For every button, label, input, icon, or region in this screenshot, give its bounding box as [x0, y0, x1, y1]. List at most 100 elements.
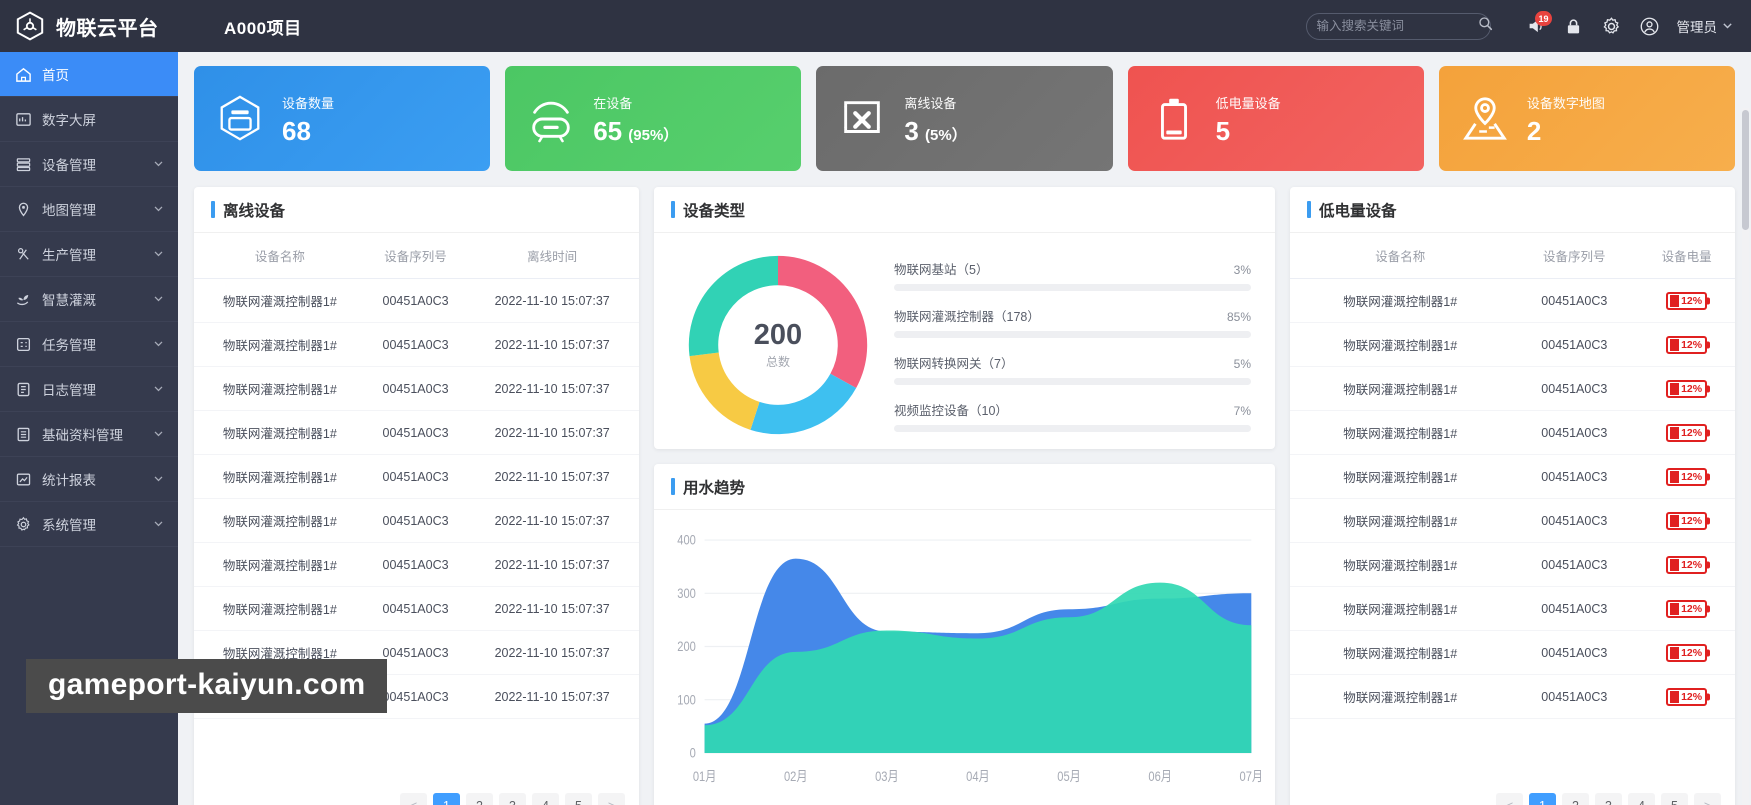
- pagination-prev[interactable]: <: [400, 792, 427, 805]
- pagination-page-5[interactable]: 5: [1661, 792, 1688, 805]
- stat-card-4[interactable]: 设备数字地图 2: [1438, 66, 1736, 171]
- sidebar-item-10[interactable]: 系统管理: [0, 502, 178, 547]
- cell-0: 物联网灌溉控制器1#: [194, 586, 366, 631]
- low-battery-table-scroll[interactable]: 设备名称 设备序列号 设备电量 物联网灌溉控制器1# 00451A0C3 12% 物联网灌…: [1290, 233, 1735, 785]
- trend-chart-area[interactable]: 0 100 200 300 400 01月 02月 03月 04月 05月 06月 07月: [654, 510, 1275, 800]
- stat-card-2[interactable]: 离线设备 3 (5%）: [816, 66, 1113, 171]
- lock-icon[interactable]: [1555, 6, 1593, 46]
- gear-icon[interactable]: [1593, 6, 1631, 46]
- table-row[interactable]: 物联网灌溉控制器1# 00451A0C3 12%: [1290, 322, 1735, 367]
- cell-0: 物联网灌溉控制器1#: [194, 410, 366, 455]
- chevron-down-icon[interactable]: [153, 382, 164, 397]
- search-input[interactable]: [1316, 19, 1478, 33]
- stat-card-label: 在设备: [593, 96, 633, 111]
- sidebar-item-0[interactable]: 首页: [0, 52, 178, 97]
- sidebar-item-6[interactable]: 任务管理: [0, 322, 178, 367]
- stat-card-0[interactable]: 设备数量 68: [194, 66, 491, 171]
- scrollbar-thumb[interactable]: [1742, 110, 1749, 230]
- cell-0: 物联网灌溉控制器1#: [1290, 322, 1511, 367]
- pagination-page-2[interactable]: 2: [466, 792, 493, 805]
- table-row[interactable]: 物联网灌溉控制器1# 00451A0C3 12%: [1290, 498, 1735, 543]
- sidebar-item-1[interactable]: 数字大屏: [0, 97, 178, 142]
- chevron-down-icon[interactable]: [153, 292, 164, 307]
- stat-card-3[interactable]: 低电量设备 5: [1127, 66, 1424, 171]
- page-scrollbar[interactable]: [1742, 108, 1749, 805]
- pagination-page-2[interactable]: 2: [1562, 792, 1589, 805]
- pagination-page-1[interactable]: 1: [433, 792, 460, 805]
- chevron-down-icon[interactable]: [153, 517, 164, 532]
- search-box[interactable]: [1305, 12, 1493, 40]
- sidebar-item-7[interactable]: 日志管理: [0, 367, 178, 412]
- legend-percent: 3%: [1233, 262, 1251, 277]
- offline-screen-icon: [836, 93, 888, 145]
- accent-bar: [1307, 201, 1311, 218]
- user-avatar-icon[interactable]: [1631, 6, 1669, 46]
- table-header-row: 设备名称 设备序列号 设备电量: [1290, 233, 1735, 279]
- pagination-next[interactable]: >: [598, 792, 625, 805]
- table-row[interactable]: 物联网灌溉控制器1# 00451A0C3 12%: [1290, 542, 1735, 587]
- y-tick-0: 0: [690, 746, 696, 761]
- sidebar-item-2[interactable]: 设备管理: [0, 142, 178, 187]
- stat-card-label: 离线设备: [904, 96, 957, 111]
- pagination-page-1[interactable]: 1: [1529, 792, 1556, 805]
- legend-row-2[interactable]: 物联网转换网关（7） 5%: [894, 353, 1251, 385]
- sidebar-item-9[interactable]: 统计报表: [0, 457, 178, 502]
- stat-card-1[interactable]: 在设备 65 (95%）: [505, 66, 802, 171]
- chevron-down-icon[interactable]: [153, 337, 164, 352]
- table-row[interactable]: 物联网灌溉控制器1# 00451A0C3 12%: [1290, 674, 1735, 719]
- area-series-1[interactable]: [704, 582, 1252, 753]
- sidebar-item-8[interactable]: 基础资料管理: [0, 412, 178, 457]
- brand[interactable]: 物联云平台: [0, 10, 178, 42]
- pagination-page-5[interactable]: 5: [565, 792, 592, 805]
- table-row[interactable]: 物联网灌溉控制器1# 00451A0C3 12%: [1290, 278, 1735, 323]
- cell-0: 物联网灌溉控制器1#: [1290, 674, 1511, 719]
- table-row[interactable]: 物联网灌溉控制器1# 00451A0C3 12%: [1290, 366, 1735, 411]
- cell-0: 物联网灌溉控制器1#: [1290, 586, 1511, 631]
- user-menu[interactable]: 管理员: [1677, 16, 1734, 36]
- offline-table-scroll[interactable]: 设备名称 设备序列号 离线时间 物联网灌溉控制器1# 00451A0C3 2022-11…: [194, 233, 639, 785]
- table-row[interactable]: 物联网灌溉控制器1# 00451A0C3 12%: [1290, 410, 1735, 455]
- device-type-donut[interactable]: 200 总数: [680, 247, 876, 443]
- pagination-prev[interactable]: <: [1496, 792, 1523, 805]
- pagination-page-3[interactable]: 3: [1595, 792, 1622, 805]
- legend-row-0[interactable]: 物联网基站（5） 3%: [894, 259, 1251, 291]
- legend-row-3[interactable]: 视频监控设备（10） 7%: [894, 400, 1251, 432]
- sidebar-item-3[interactable]: 地图管理: [0, 187, 178, 232]
- column-header-1: 设备序列号: [1510, 233, 1639, 279]
- table-row[interactable]: 物联网灌溉控制器1# 00451A0C3 12%: [1290, 586, 1735, 631]
- sidebar-item-4[interactable]: 生产管理: [0, 232, 178, 277]
- donut-slice-2[interactable]: [689, 351, 761, 430]
- chevron-down-icon[interactable]: [153, 247, 164, 262]
- chevron-down-icon[interactable]: [153, 157, 164, 172]
- search-icon[interactable]: [1478, 16, 1493, 36]
- donut-slice-3[interactable]: [688, 255, 779, 357]
- sidebar-item-5[interactable]: 智慧灌溉: [0, 277, 178, 322]
- pagination-page-4[interactable]: 4: [532, 792, 559, 805]
- legend-row-1[interactable]: 物联网灌溉控制器（178） 85%: [894, 306, 1251, 338]
- low-battery-table: 设备名称 设备序列号 设备电量 物联网灌溉控制器1# 00451A0C3 12% 物联网灌…: [1290, 233, 1735, 719]
- table-row[interactable]: 物联网灌溉控制器1# 00451A0C3 12%: [1290, 630, 1735, 675]
- table-row[interactable]: 物联网灌溉控制器1# 00451A0C3 12%: [1290, 454, 1735, 499]
- cell-1: 00451A0C3: [1510, 498, 1639, 543]
- battery-fill: [1670, 514, 1680, 527]
- pagination-page-4[interactable]: 4: [1628, 792, 1655, 805]
- chevron-down-icon[interactable]: [153, 202, 164, 217]
- pagination-next[interactable]: >: [1694, 792, 1721, 805]
- donut-slice-0[interactable]: [777, 255, 868, 388]
- pagination-page-3[interactable]: 3: [499, 792, 526, 805]
- offline-devices-panel: 离线设备 设备名称 设备序列号 离线时间 物联网灌溉控制器1# 00451A0C3 20…: [194, 187, 639, 805]
- chevron-down-icon[interactable]: [153, 472, 164, 487]
- app-header: 物联云平台 A000项目 19: [0, 0, 1751, 52]
- notification-speaker-icon[interactable]: 19: [1517, 6, 1555, 46]
- donut-slice-1[interactable]: [750, 373, 857, 435]
- chevron-down-icon[interactable]: [153, 427, 164, 442]
